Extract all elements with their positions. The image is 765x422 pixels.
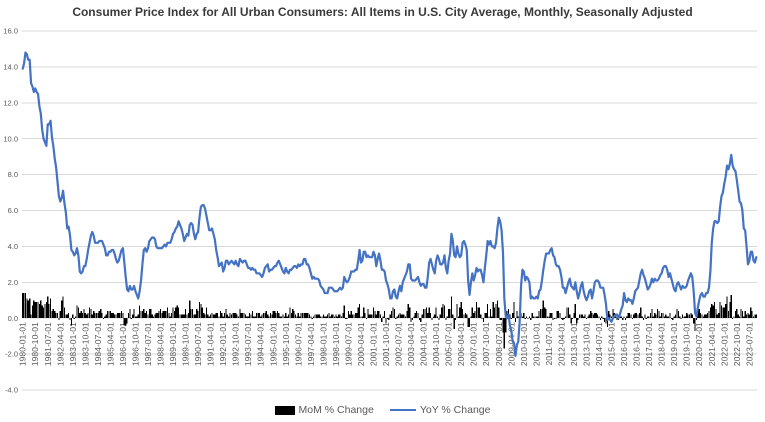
svg-text:1998-01-01: 1998-01-01 (318, 322, 328, 366)
svg-text:2004-01-01: 2004-01-01 (419, 322, 429, 366)
legend: MoM % Change YoY % Change (0, 404, 765, 416)
svg-text:2019-01-01: 2019-01-01 (669, 322, 679, 366)
svg-text:2001-10-01: 2001-10-01 (381, 322, 391, 366)
svg-text:2008-07-01: 2008-07-01 (494, 322, 504, 366)
svg-text:12.0: 12.0 (3, 98, 18, 107)
legend-item-mom: MoM % Change (274, 404, 374, 416)
svg-text:1985-04-01: 1985-04-01 (105, 322, 115, 366)
svg-text:2020-07-01: 2020-07-01 (694, 322, 704, 366)
svg-text:-2.0: -2.0 (5, 350, 18, 359)
svg-text:2004-10-01: 2004-10-01 (431, 322, 441, 366)
svg-text:1986-01-01: 1986-01-01 (118, 322, 128, 366)
svg-text:1995-01-01: 1995-01-01 (268, 322, 278, 366)
svg-text:2014-07-01: 2014-07-01 (594, 322, 604, 366)
svg-text:2009-04-01: 2009-04-01 (506, 322, 516, 366)
svg-text:1980-10-01: 1980-10-01 (30, 322, 40, 366)
svg-text:2007-01-01: 2007-01-01 (469, 322, 479, 366)
svg-text:2017-07-01: 2017-07-01 (644, 322, 654, 366)
svg-text:4.0: 4.0 (8, 242, 18, 251)
svg-text:1995-10-01: 1995-10-01 (281, 322, 291, 366)
svg-text:1993-07-01: 1993-07-01 (243, 322, 253, 366)
chart-title: Consumer Price Index for All Urban Consu… (72, 5, 693, 19)
svg-text:2005-07-01: 2005-07-01 (444, 322, 454, 366)
legend-label-mom: MoM % Change (298, 404, 374, 416)
svg-text:2021-04-01: 2021-04-01 (707, 322, 717, 366)
svg-text:2012-04-01: 2012-04-01 (556, 322, 566, 366)
svg-text:10.0: 10.0 (3, 134, 18, 143)
svg-text:14.0: 14.0 (3, 63, 18, 72)
svg-text:0.0: 0.0 (8, 314, 18, 323)
svg-text:1983-01-01: 1983-01-01 (68, 322, 78, 366)
svg-text:1997-04-01: 1997-04-01 (306, 322, 316, 366)
svg-text:-4.0: -4.0 (5, 386, 18, 395)
svg-text:2.0: 2.0 (8, 278, 18, 287)
svg-text:2023-07-01: 2023-07-01 (744, 322, 754, 366)
svg-text:2015-04-01: 2015-04-01 (607, 322, 617, 366)
svg-text:1980-01-01: 1980-01-01 (18, 322, 28, 366)
svg-text:2016-10-01: 2016-10-01 (632, 322, 642, 366)
svg-text:1992-10-01: 1992-10-01 (231, 322, 241, 366)
svg-text:2010-01-01: 2010-01-01 (519, 322, 529, 366)
svg-text:1984-07-01: 1984-07-01 (93, 322, 103, 366)
svg-text:1996-07-01: 1996-07-01 (293, 322, 303, 366)
svg-text:2016-01-01: 2016-01-01 (619, 322, 629, 366)
svg-text:16.0: 16.0 (3, 27, 18, 36)
legend-item-yoy: YoY % Change (389, 404, 491, 416)
legend-label-yoy: YoY % Change (419, 404, 491, 416)
svg-text:1983-10-01: 1983-10-01 (80, 322, 90, 366)
svg-text:1999-07-01: 1999-07-01 (343, 322, 353, 366)
svg-text:1981-07-01: 1981-07-01 (43, 322, 53, 366)
svg-text:1991-04-01: 1991-04-01 (206, 322, 216, 366)
svg-text:2011-07-01: 2011-07-01 (544, 322, 554, 366)
svg-text:2022-10-01: 2022-10-01 (732, 322, 742, 366)
legend-line-swatch-icon (389, 408, 416, 412)
svg-text:2001-01-01: 2001-01-01 (369, 322, 379, 366)
svg-text:8.0: 8.0 (8, 170, 18, 179)
legend-bar-swatch-icon (274, 405, 295, 415)
svg-text:2002-07-01: 2002-07-01 (394, 322, 404, 366)
svg-text:2013-01-01: 2013-01-01 (569, 322, 579, 366)
svg-text:2013-10-01: 2013-10-01 (582, 322, 592, 366)
svg-text:1989-10-01: 1989-10-01 (181, 322, 191, 366)
svg-text:2019-10-01: 2019-10-01 (682, 322, 692, 366)
svg-text:2003-04-01: 2003-04-01 (406, 322, 416, 366)
svg-text:1986-10-01: 1986-10-01 (131, 322, 141, 366)
svg-text:1987-07-01: 1987-07-01 (143, 322, 153, 366)
svg-text:2000-04-01: 2000-04-01 (356, 322, 366, 366)
svg-text:1992-01-01: 1992-01-01 (218, 322, 228, 366)
svg-text:6.0: 6.0 (8, 206, 18, 215)
svg-text:1988-04-01: 1988-04-01 (156, 322, 166, 366)
svg-text:2022-01-01: 2022-01-01 (719, 322, 729, 366)
svg-text:2006-04-01: 2006-04-01 (456, 322, 466, 366)
svg-text:1994-04-01: 1994-04-01 (256, 322, 266, 366)
svg-text:1982-04-01: 1982-04-01 (55, 322, 65, 366)
svg-text:2010-10-01: 2010-10-01 (531, 322, 541, 366)
svg-text:2007-10-01: 2007-10-01 (481, 322, 491, 366)
svg-text:1998-10-01: 1998-10-01 (331, 322, 341, 366)
svg-text:1989-01-01: 1989-01-01 (168, 322, 178, 366)
svg-text:1990-07-01: 1990-07-01 (193, 322, 203, 366)
svg-text:2018-04-01: 2018-04-01 (657, 322, 667, 366)
